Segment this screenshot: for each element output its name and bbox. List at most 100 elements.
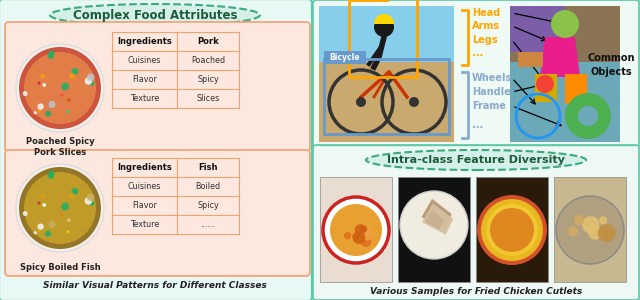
Text: Texture: Texture bbox=[130, 94, 159, 103]
FancyBboxPatch shape bbox=[313, 145, 639, 300]
Circle shape bbox=[66, 110, 69, 113]
Polygon shape bbox=[422, 199, 452, 229]
Circle shape bbox=[90, 81, 94, 86]
Bar bbox=[518, 52, 543, 67]
Circle shape bbox=[33, 111, 37, 114]
Circle shape bbox=[49, 170, 54, 176]
Polygon shape bbox=[540, 37, 580, 77]
Text: Frame: Frame bbox=[472, 101, 506, 111]
Text: Cuisines: Cuisines bbox=[128, 182, 161, 191]
Polygon shape bbox=[425, 210, 444, 230]
Bar bbox=[510, 6, 565, 52]
Bar bbox=[324, 59, 449, 134]
Circle shape bbox=[16, 164, 104, 252]
Circle shape bbox=[19, 167, 101, 249]
FancyBboxPatch shape bbox=[5, 150, 310, 276]
Bar bbox=[319, 62, 454, 142]
Circle shape bbox=[45, 231, 51, 237]
Circle shape bbox=[490, 208, 534, 252]
Bar bbox=[349, 0, 417, 77]
Circle shape bbox=[477, 195, 547, 265]
Bar bbox=[535, 74, 557, 102]
Text: Boiled: Boiled bbox=[195, 182, 221, 191]
Circle shape bbox=[84, 197, 92, 205]
Text: Fish: Fish bbox=[198, 163, 218, 172]
Circle shape bbox=[42, 83, 46, 87]
Text: Handle: Handle bbox=[472, 87, 511, 97]
Text: Intra-class Feature Diversity: Intra-class Feature Diversity bbox=[387, 155, 565, 165]
Circle shape bbox=[60, 94, 63, 97]
Circle shape bbox=[67, 98, 70, 102]
Text: ...: ... bbox=[472, 120, 483, 130]
Bar bbox=[565, 74, 587, 104]
Circle shape bbox=[42, 203, 46, 207]
Text: Slices: Slices bbox=[196, 94, 220, 103]
Bar bbox=[324, 51, 366, 64]
Text: Various Samples for Fried Chicken Cutlets: Various Samples for Fried Chicken Cutlet… bbox=[370, 287, 582, 296]
Circle shape bbox=[374, 17, 394, 37]
Bar bbox=[349, 0, 389, 2]
Polygon shape bbox=[422, 203, 453, 235]
Ellipse shape bbox=[366, 150, 586, 170]
Bar bbox=[510, 6, 620, 62]
Circle shape bbox=[353, 231, 365, 244]
Circle shape bbox=[565, 93, 611, 139]
Ellipse shape bbox=[50, 4, 260, 26]
Bar bbox=[510, 6, 620, 142]
Wedge shape bbox=[374, 14, 394, 24]
Circle shape bbox=[47, 172, 54, 179]
Text: Spicy: Spicy bbox=[197, 75, 219, 84]
Circle shape bbox=[486, 204, 538, 256]
Circle shape bbox=[72, 68, 78, 75]
Circle shape bbox=[22, 211, 28, 216]
Circle shape bbox=[37, 103, 44, 110]
Circle shape bbox=[551, 10, 579, 38]
Bar bbox=[319, 6, 454, 142]
Circle shape bbox=[90, 201, 94, 206]
Text: Poached: Poached bbox=[191, 56, 225, 65]
Bar bbox=[320, 177, 392, 282]
Text: Arms: Arms bbox=[472, 21, 500, 31]
Circle shape bbox=[599, 216, 607, 224]
Circle shape bbox=[360, 236, 371, 247]
Text: Wheels: Wheels bbox=[472, 73, 512, 83]
Text: Spicy Boiled Fish: Spicy Boiled Fish bbox=[20, 263, 100, 272]
Circle shape bbox=[60, 214, 63, 217]
Text: Head: Head bbox=[472, 8, 500, 18]
Circle shape bbox=[352, 233, 360, 240]
Circle shape bbox=[37, 229, 41, 233]
Circle shape bbox=[361, 227, 374, 241]
Circle shape bbox=[49, 221, 56, 228]
Text: Ingredients: Ingredients bbox=[117, 163, 172, 172]
Circle shape bbox=[344, 232, 351, 239]
Text: Legs: Legs bbox=[472, 35, 498, 45]
Text: Spicy: Spicy bbox=[197, 201, 219, 210]
Circle shape bbox=[360, 225, 367, 233]
Circle shape bbox=[323, 197, 389, 263]
Circle shape bbox=[72, 188, 78, 195]
Text: ...: ... bbox=[472, 48, 483, 58]
Circle shape bbox=[87, 73, 95, 81]
Circle shape bbox=[69, 73, 75, 79]
Bar bbox=[476, 177, 548, 282]
Text: Common
Objects: Common Objects bbox=[588, 53, 635, 76]
Circle shape bbox=[67, 218, 70, 222]
Circle shape bbox=[574, 215, 584, 225]
Circle shape bbox=[37, 82, 40, 85]
Text: ......: ...... bbox=[200, 220, 216, 229]
Text: Ingredients: Ingredients bbox=[117, 37, 172, 46]
Circle shape bbox=[49, 101, 56, 108]
Bar bbox=[554, 177, 626, 282]
Circle shape bbox=[588, 225, 602, 240]
Circle shape bbox=[568, 226, 578, 236]
Text: Bicycle: Bicycle bbox=[330, 52, 360, 62]
Circle shape bbox=[556, 196, 624, 264]
Text: Texture: Texture bbox=[130, 220, 159, 229]
Circle shape bbox=[37, 109, 41, 113]
Circle shape bbox=[45, 111, 51, 117]
Circle shape bbox=[536, 75, 554, 93]
Circle shape bbox=[47, 52, 54, 59]
Circle shape bbox=[598, 224, 616, 242]
Circle shape bbox=[481, 199, 543, 261]
Circle shape bbox=[66, 230, 69, 233]
